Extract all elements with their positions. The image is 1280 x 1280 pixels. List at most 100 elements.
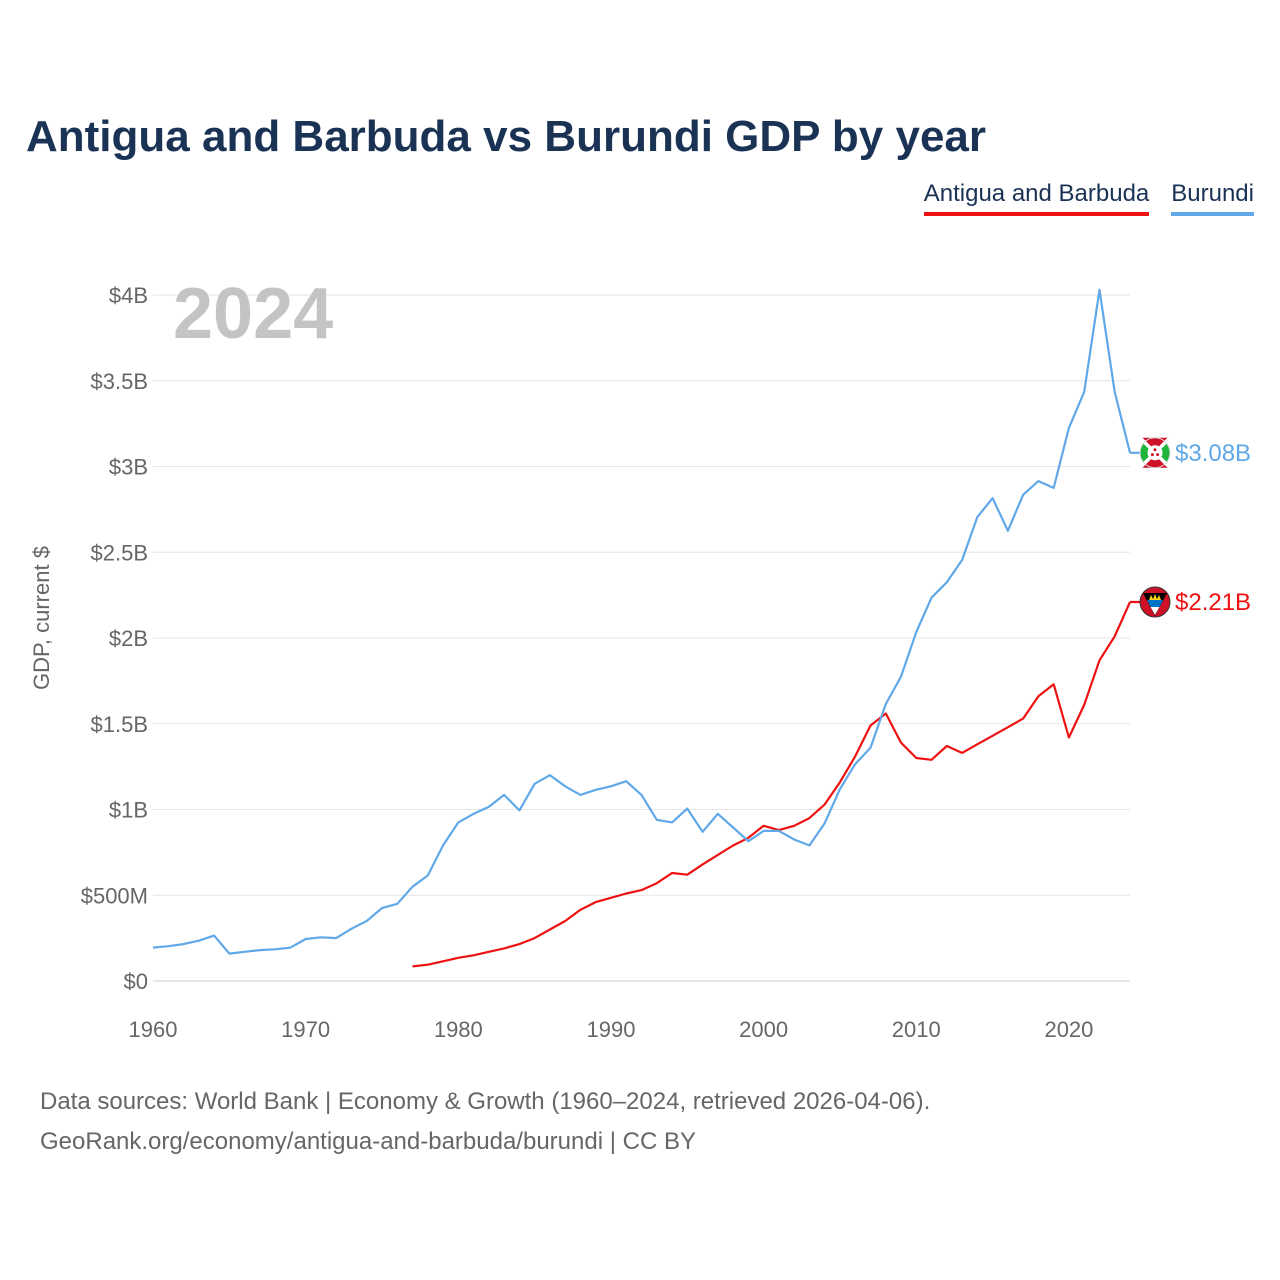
data-point (562, 918, 568, 924)
data-point (318, 934, 324, 940)
y-tick-label: $3B (109, 455, 148, 480)
data-point (425, 873, 431, 879)
data-point (257, 947, 263, 953)
line-chart: $0 $500M $1B $1.5B $2B $2.5B $3B $3.5B $4B 1960 19… (29, 274, 1251, 1042)
data-point (898, 674, 904, 680)
data-point (654, 817, 660, 823)
footer: Data sources: World Bank | Economy & Gro… (40, 1082, 930, 1162)
data-point (577, 907, 583, 913)
data-point (501, 792, 507, 798)
y-axis-label: GDP, current $ (29, 546, 54, 690)
data-point (547, 772, 553, 778)
y-tick-label: $4B (109, 283, 148, 308)
x-tick-label: 2020 (1044, 1017, 1093, 1042)
data-point (1096, 287, 1102, 293)
y-tick-label: $1B (109, 798, 148, 823)
data-point (791, 823, 797, 829)
data-point (959, 557, 965, 563)
data-point (715, 811, 721, 817)
data-point (593, 899, 599, 905)
data-point (394, 901, 400, 907)
data-point (684, 872, 690, 878)
data-point (867, 722, 873, 728)
data-point (745, 838, 751, 844)
y-tick-label: $500M (81, 883, 148, 908)
data-point (577, 792, 583, 798)
data-point (425, 962, 431, 968)
data-point (303, 936, 309, 942)
data-point (1081, 389, 1087, 395)
antigua-and-barbuda-flag-icon (1139, 586, 1171, 618)
data-point (562, 783, 568, 789)
data-point (410, 963, 416, 969)
x-tick-label: 1980 (434, 1017, 483, 1042)
data-point (1096, 657, 1102, 663)
data-point (700, 861, 706, 867)
data-point (1112, 389, 1118, 395)
data-point (1020, 492, 1026, 498)
data-point (501, 945, 507, 951)
data-point (959, 750, 965, 756)
data-point (623, 891, 629, 897)
data-point (1051, 485, 1057, 491)
x-tick-label: 2010 (892, 1017, 941, 1042)
data-point (348, 926, 354, 932)
x-tick-label: 1960 (129, 1017, 178, 1042)
data-point (700, 829, 706, 835)
burundi-flag-icon (1138, 436, 1172, 470)
data-point (1005, 724, 1011, 730)
data-point (471, 952, 477, 958)
data-point (1035, 693, 1041, 699)
data-point (471, 811, 477, 817)
y-tick-label: $3.5B (91, 369, 149, 394)
data-point (883, 701, 889, 707)
data-point (990, 495, 996, 501)
data-point (684, 806, 690, 812)
data-point (730, 825, 736, 831)
data-point (608, 783, 614, 789)
data-point (974, 514, 980, 520)
data-sources-note: Data sources: World Bank | Economy & Gro… (40, 1088, 931, 1115)
y-tick-label: $2.5B (91, 540, 149, 565)
legend-item-antigua-and-barbuda[interactable]: Antigua and Barbuda (923, 180, 1150, 216)
data-point (455, 819, 461, 825)
data-point (333, 935, 339, 941)
data-point (516, 941, 522, 947)
data-point (211, 933, 217, 939)
source-link[interactable]: GeoRank.org/economy/antigua-and-barbuda/… (40, 1128, 696, 1155)
data-point (1112, 633, 1118, 639)
data-point (822, 801, 828, 807)
data-point (593, 787, 599, 793)
data-point (806, 843, 812, 849)
data-point (242, 949, 248, 955)
data-point (608, 895, 614, 901)
year-label: 2024 (173, 274, 333, 354)
data-point (822, 820, 828, 826)
data-point (929, 595, 935, 601)
data-point (761, 828, 767, 834)
series-line-antigua-and-barbuda (412, 601, 1132, 968)
chart-title: Antigua and Barbuda vs Burundi GDP by ye… (26, 112, 987, 161)
data-point (455, 955, 461, 961)
data-point (226, 951, 232, 957)
data-point (974, 741, 980, 747)
y-tick-label: $0 (124, 969, 148, 994)
data-point (486, 949, 492, 955)
data-point (639, 887, 645, 893)
data-point (1035, 478, 1041, 484)
data-point (791, 837, 797, 843)
data-point (516, 807, 522, 813)
legend: Antigua and Barbuda Burundi (923, 180, 1254, 216)
end-value-label: $2.21B (1175, 589, 1251, 616)
data-point (944, 579, 950, 585)
data-point (196, 938, 202, 944)
data-point (929, 757, 935, 763)
data-point (913, 629, 919, 635)
legend-item-burundi[interactable]: Burundi (1171, 180, 1254, 216)
data-point (1005, 528, 1011, 534)
data-point (379, 905, 385, 911)
data-point (486, 804, 492, 810)
data-point (532, 935, 538, 941)
series-line-burundi (152, 288, 1132, 955)
data-point (1066, 425, 1072, 431)
